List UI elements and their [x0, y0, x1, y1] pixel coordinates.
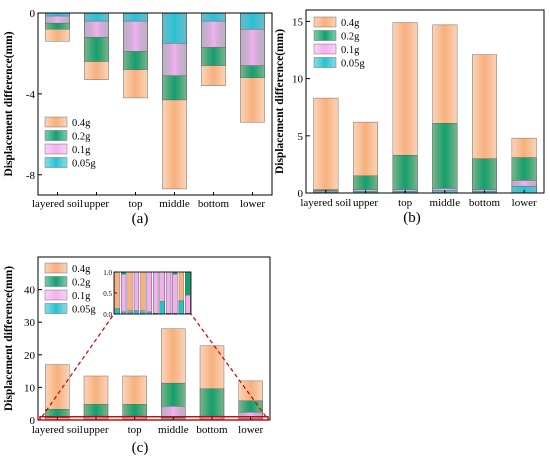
- y-tick-label: 0: [30, 415, 36, 427]
- y-tick-label: 40: [24, 285, 36, 297]
- x-tick-label: bottom: [198, 198, 230, 210]
- legend-swatch-0.05g: [44, 157, 68, 168]
- x-tick-label: top: [128, 424, 143, 436]
- y-axis-label: Displacement difference(mm): [274, 29, 286, 174]
- plot-frame: [305, 9, 545, 194]
- bar-0.2g-bottom: [472, 158, 497, 194]
- legend-label-0.4g: 0.4g: [72, 264, 91, 275]
- y-tick-label: 10: [292, 74, 304, 86]
- x-tick-label: middle: [430, 197, 461, 209]
- legend-label-0.2g: 0.2g: [72, 278, 91, 289]
- legend-swatch-0.1g: [44, 289, 68, 301]
- bar-0.2g-middle: [432, 123, 458, 194]
- x-tick-label: middle: [158, 424, 189, 436]
- legend-swatch-0.2g: [44, 276, 68, 287]
- legend-swatch-0.05g: [44, 303, 68, 314]
- y-tick-label: 10: [24, 382, 36, 394]
- inset-bar-0.05g-3: [133, 310, 140, 315]
- x-tick-label: layered soil: [32, 424, 83, 436]
- x-tick-label: middle: [159, 198, 190, 210]
- panel-label: (b): [403, 210, 421, 226]
- legend-swatch-0.2g: [313, 30, 337, 41]
- x-tick-label: bottom: [469, 197, 501, 209]
- legend-label-0.4g: 0.4g: [341, 18, 360, 29]
- inset-bar-0.1g-11: [185, 294, 191, 315]
- y-axis-label: Displacement difference(mm): [3, 266, 15, 411]
- legend-swatch-0.4g: [44, 116, 68, 128]
- legend-label-0.2g: 0.2g: [72, 132, 91, 143]
- inset-bar-0.1g-9: [172, 273, 178, 315]
- legend: 0.4g 0.2g 0.1g 0.05g: [313, 16, 365, 70]
- y-tick-label: 5: [298, 131, 304, 143]
- inset-bar-0.4g-4: [140, 271, 146, 315]
- x-tick-label: lower: [238, 424, 263, 436]
- x-tick-label: layered soil: [300, 197, 351, 209]
- y-tick-label: 15: [292, 16, 304, 28]
- bar-0.05g-lower: [240, 12, 265, 30]
- bar-0.05g-upper: [84, 12, 109, 22]
- x-tick-label: bottom: [196, 424, 228, 436]
- inset-y-tick-label: 1.0: [103, 269, 112, 277]
- inset-y-tick-label: 0.0: [103, 311, 112, 319]
- inset-bar-0.1g-1: [121, 273, 127, 315]
- inset-bar-0.1g-8: [165, 271, 172, 315]
- bar-0.05g-middle: [162, 12, 187, 44]
- y-axis-label: Displacement difference(mm): [3, 31, 15, 176]
- legend-label-0.2g: 0.2g: [341, 32, 360, 43]
- x-tick-label: top: [398, 197, 413, 209]
- x-tick-label: top: [128, 198, 143, 210]
- y-tick-label: 20: [24, 350, 36, 362]
- legend-label-0.05g: 0.05g: [72, 305, 96, 316]
- legend-swatch-0.05g: [313, 57, 337, 68]
- y-tick-label: -4: [26, 89, 36, 101]
- y-tick-label: 0: [30, 8, 36, 20]
- x-tick-label: upper: [84, 198, 109, 210]
- panel-label: (c): [132, 440, 149, 456]
- inset-bar-0.4g-2: [127, 271, 133, 315]
- legend-swatch-0.1g: [313, 43, 337, 55]
- x-tick-label: upper: [353, 197, 378, 209]
- inset-bar-0.05g-0: [114, 308, 120, 315]
- bar-0.2g-bottom: [199, 388, 225, 421]
- inset-y-tick-label: 0.5: [103, 290, 112, 298]
- x-tick-label: layered soil: [32, 198, 83, 210]
- x-tick-label: lower: [240, 198, 265, 210]
- inset-background: [114, 272, 191, 314]
- inset-bar-0.1g-5: [146, 271, 152, 315]
- chart-panel-a: -8 -4 0 layered soil upper top middle bottom low…: [3, 8, 273, 227]
- zoom-box: [39, 416, 269, 421]
- inset-bar-0.1g-6: [153, 271, 159, 315]
- inset-bar-0.1g-3: [133, 271, 140, 315]
- legend-swatch-0.2g: [44, 130, 68, 141]
- inset-bar-0.05g-7: [159, 301, 165, 315]
- legend-swatch-0.4g: [313, 16, 337, 28]
- legend-label-0.05g: 0.05g: [341, 59, 365, 70]
- bar-0.05g-top: [123, 12, 148, 22]
- legend-label-0.1g: 0.1g: [72, 145, 91, 156]
- plot-frame: [37, 12, 273, 196]
- bar-0.2g-top: [392, 155, 418, 194]
- legend-label-0.05g: 0.05g: [72, 159, 96, 170]
- legend-label-0.4g: 0.4g: [72, 118, 91, 129]
- bar-0.05g-bottom: [201, 12, 226, 22]
- legend-swatch-0.4g: [44, 262, 68, 274]
- panel-label: (a): [132, 211, 149, 227]
- legend: 0.4g 0.2g 0.1g 0.05g: [44, 116, 96, 170]
- y-tick-label: 0: [298, 188, 304, 200]
- legend-label-0.1g: 0.1g: [72, 291, 91, 302]
- x-tick-label: upper: [83, 424, 108, 436]
- legend-label-0.1g: 0.1g: [341, 45, 360, 56]
- zoom-connector-right: [190, 313, 267, 418]
- legend: 0.4g 0.2g 0.1g 0.05g: [44, 262, 96, 316]
- y-tick-label: 30: [24, 317, 36, 329]
- inset-bar-0.05g-10: [178, 301, 184, 315]
- y-tick-label: -8: [26, 170, 36, 182]
- inset-chart: 0.0 0.5 1.0: [103, 269, 192, 319]
- x-tick-label: lower: [512, 197, 537, 209]
- bar-0.4g-layered-soil: [313, 97, 339, 194]
- legend-swatch-0.1g: [44, 143, 68, 155]
- chart-panel-b: 0 5 10 15 layered soil upper top middle bottom lo…: [274, 9, 545, 226]
